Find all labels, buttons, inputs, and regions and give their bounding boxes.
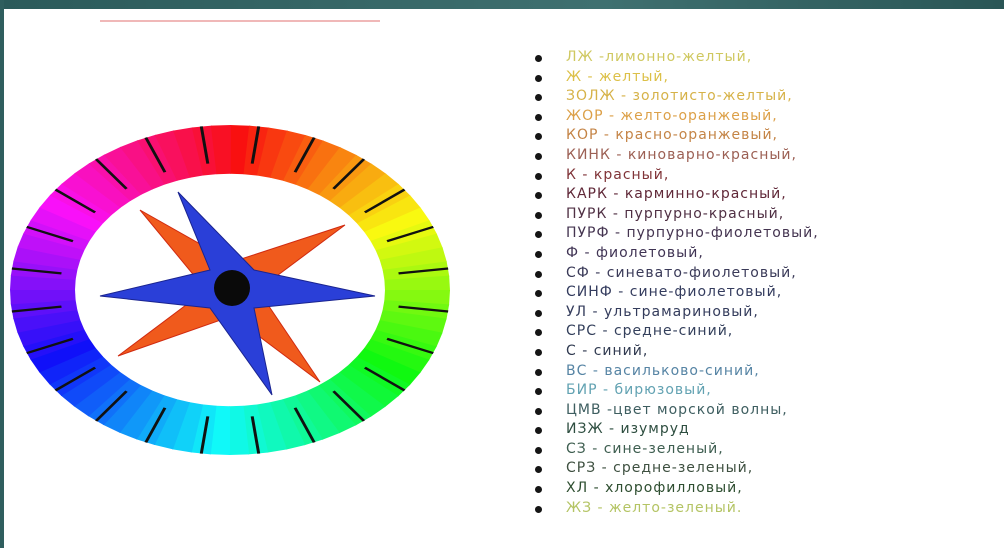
star [100, 192, 375, 395]
color-item: ЦМВ -цвет морской волны, [532, 401, 819, 421]
color-item: СРС - средне-синий, [532, 322, 819, 342]
color-item: ХЛ - хлорофилловый, [532, 479, 819, 499]
color-item: СИНФ - сине-фиолетовый, [532, 283, 819, 303]
color-item: ПУРФ - пурпурно-фиолетовый, [532, 224, 819, 244]
color-list: ЛЖ -лимонно-желтый,Ж - желтый,ЗОЛЖ - зол… [532, 48, 819, 518]
color-item: ИЗЖ - изумруд [532, 420, 819, 440]
color-wheel [0, 0, 500, 548]
color-item: УЛ - ультрамариновый, [532, 303, 819, 323]
color-item: С - синий, [532, 342, 819, 362]
color-item: ЗОЛЖ - золотисто-желтый, [532, 87, 819, 107]
color-item: ВС - васильково-синий, [532, 362, 819, 382]
color-item: Ж - желтый, [532, 68, 819, 88]
color-item: КАРК - карминно-красный, [532, 185, 819, 205]
color-item: СФ - синевато-фиолетовый, [532, 264, 819, 284]
star-center [214, 270, 250, 306]
color-item: ЖЗ - желто-зеленый. [532, 499, 819, 519]
color-item: ЖОР - желто-оранжевый, [532, 107, 819, 127]
color-item: ЛЖ -лимонно-желтый, [532, 48, 819, 68]
color-item: ПУРК - пурпурно-красный, [532, 205, 819, 225]
color-item: К - красный, [532, 166, 819, 186]
color-item: Ф - фиолетовый, [532, 244, 819, 264]
color-item: БИР - бирюзовый, [532, 381, 819, 401]
color-item: СЗ - сине-зеленый, [532, 440, 819, 460]
page: ЛЖ -лимонно-желтый,Ж - желтый,ЗОЛЖ - зол… [0, 0, 1004, 548]
color-item: КОР - красно-оранжевый, [532, 126, 819, 146]
color-item: СРЗ - средне-зеленый, [532, 459, 819, 479]
color-item: КИНК - киноварно-красный, [532, 146, 819, 166]
